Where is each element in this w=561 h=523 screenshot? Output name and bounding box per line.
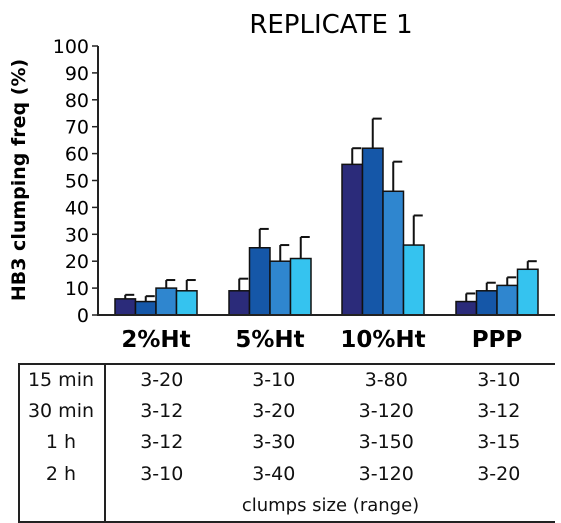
bar: [155, 287, 178, 316]
time-label: 30 min: [18, 396, 106, 428]
y-tick-label: 20: [65, 251, 89, 273]
y-tick-label: 80: [65, 90, 89, 112]
y-tick-label: 70: [65, 117, 89, 139]
range-cell: 3-12: [477, 400, 521, 423]
bar: [228, 290, 251, 316]
range-cell: 3-150: [358, 431, 414, 454]
range-cell: 3-12: [140, 431, 184, 454]
category-label: 10%Ht: [340, 327, 425, 353]
range-cell: 3-12: [140, 400, 184, 423]
bar-chart: REPLICATE 1 HB3 clumping freq (%) 0 10 20 3…: [8, 10, 555, 353]
error-bars: [124, 117, 537, 302]
bar: [455, 300, 478, 316]
bar: [134, 300, 157, 316]
y-tick-label: 40: [65, 197, 89, 219]
clump-range-table: 15 min 3-20 3-10 3-80 3-10 30 min 3-12 3-20 3-12…: [18, 365, 555, 521]
category-label: 5%Ht: [235, 327, 304, 353]
table-row: 15 min 3-20 3-10 3-80 3-10: [18, 365, 555, 397]
table-row: 2 h 3-10 3-40 3-120 3-20: [18, 458, 555, 490]
y-tick-label: 50: [65, 171, 89, 193]
bar: [496, 284, 519, 316]
y-axis-ticks: 0 10 20 30 40 50 60 70 80 90 100: [53, 36, 98, 327]
table-caption: clumps size (range): [241, 494, 420, 516]
bar: [382, 190, 405, 316]
time-label: 1 h: [18, 427, 106, 459]
time-label: 15 min: [18, 365, 106, 397]
range-cell: 3-10: [252, 369, 296, 392]
table-row: 30 min 3-12 3-20 3-120 3-12: [18, 396, 555, 428]
category-labels: 2%Ht 5%Ht 10%Ht PPP: [121, 327, 522, 353]
range-cell: 3-15: [477, 431, 521, 454]
y-tick-label: 90: [65, 63, 89, 85]
bar: [114, 298, 137, 316]
range-cell: 3-120: [358, 400, 414, 423]
chart-title: REPLICATE 1: [249, 10, 412, 40]
category-label: PPP: [472, 327, 523, 353]
range-cell: 3-30: [252, 431, 296, 454]
y-tick-label: 60: [65, 144, 89, 166]
table-row: 1 h 3-12 3-30 3-150 3-15: [18, 427, 555, 459]
bar: [248, 247, 271, 316]
bar: [269, 260, 292, 316]
y-tick-label: 100: [53, 36, 89, 58]
range-cell: 3-80: [364, 369, 408, 392]
bar: [341, 163, 364, 316]
time-label: 2 h: [18, 458, 106, 490]
range-cell: 3-10: [140, 462, 184, 485]
range-cell: 3-10: [477, 369, 521, 392]
y-tick-label: 0: [77, 305, 89, 327]
category-label: 2%Ht: [121, 327, 190, 353]
empty-cell: [18, 489, 106, 521]
bar: [475, 290, 498, 316]
table-footer-row: clumps size (range): [18, 489, 555, 521]
range-cell: 3-20: [252, 400, 296, 423]
range-cell: 3-120: [358, 462, 414, 485]
bar: [175, 290, 198, 316]
range-cell: 3-20: [140, 369, 184, 392]
bar: [289, 257, 312, 316]
bar: [361, 147, 384, 316]
bar: [516, 268, 539, 316]
y-axis-label: HB3 clumping freq (%): [8, 59, 30, 301]
y-tick-label: 10: [65, 278, 89, 300]
bar: [402, 244, 425, 316]
y-tick-label: 30: [65, 224, 89, 246]
range-cell: 3-40: [252, 462, 296, 485]
bar-group: [114, 147, 539, 316]
range-cell: 3-20: [477, 462, 521, 485]
